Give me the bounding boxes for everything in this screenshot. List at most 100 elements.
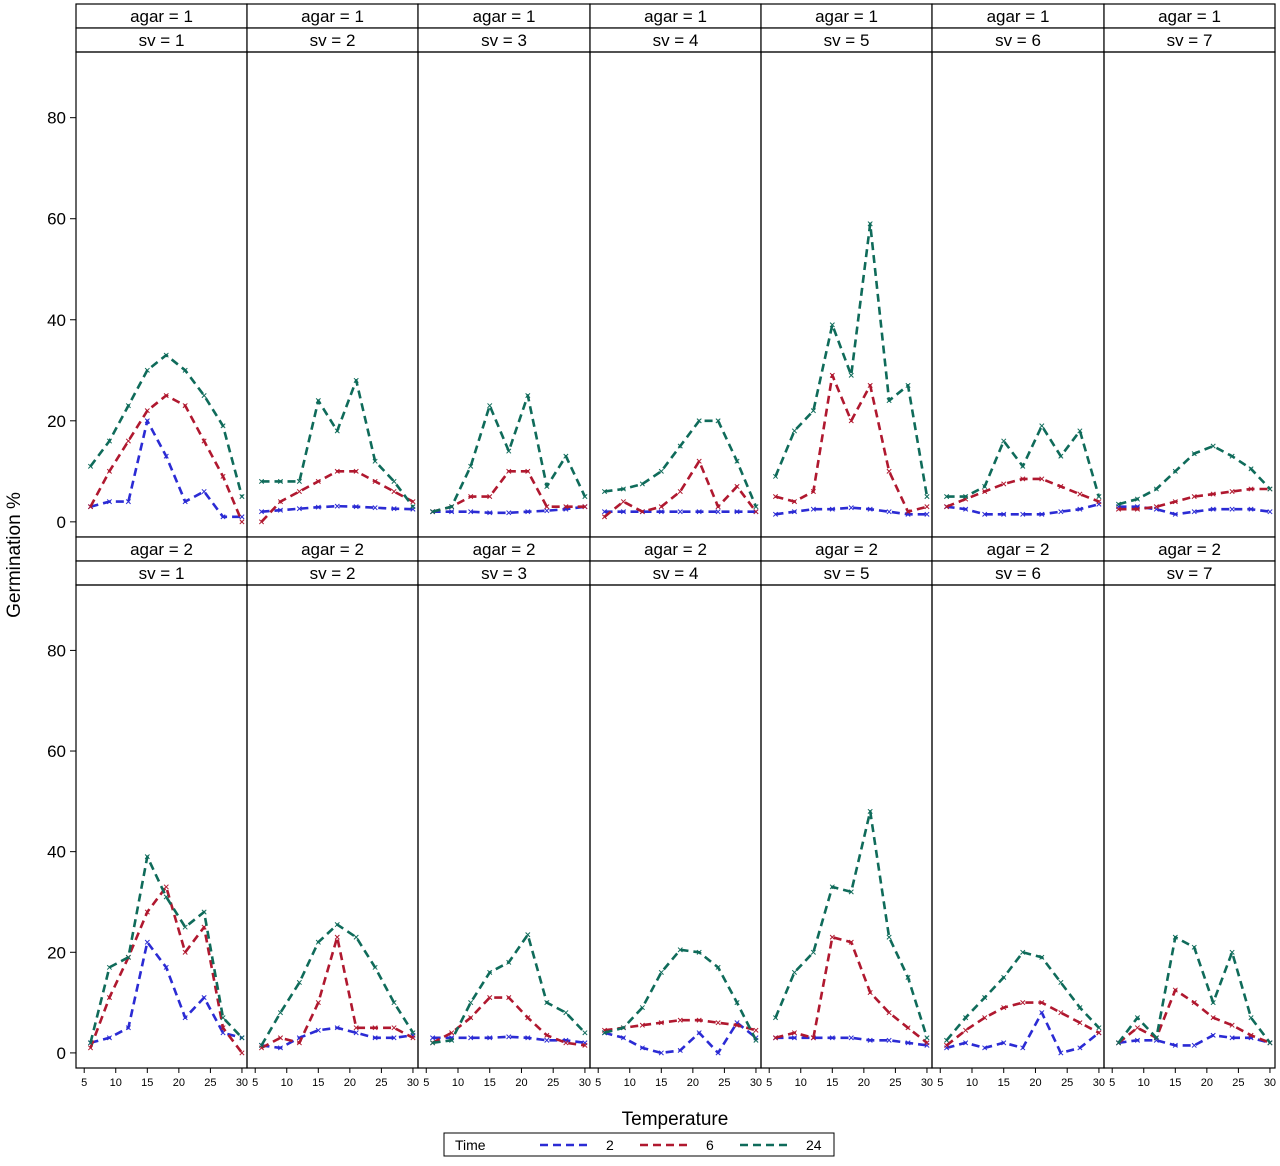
series-line-time-24 (774, 810, 929, 1039)
strip-agar-cell (760, 3, 933, 29)
data-point-time-2 (715, 1050, 721, 1056)
x-tick-label: 5 (937, 1077, 943, 1089)
data-point-time-2 (620, 1035, 626, 1041)
data-point-time-24 (1134, 496, 1140, 502)
data-point-time-24 (201, 392, 207, 399)
strip-agar-cell (589, 3, 762, 29)
x-tick-label: 30 (579, 1077, 591, 1089)
data-point-time-24 (334, 428, 340, 434)
data-point-time-2 (696, 1030, 702, 1036)
data-point-time-24 (944, 494, 950, 500)
y-tick-label: 40 (47, 311, 66, 330)
data-point-time-2 (106, 1035, 112, 1041)
strip-agar-cell (246, 3, 419, 29)
x-tick-label: 15 (141, 1077, 153, 1089)
series-line-time-6 (946, 477, 1100, 508)
x-tick-label: 5 (595, 1077, 601, 1089)
plot-frame (760, 51, 933, 538)
data-point-time-6 (772, 1035, 779, 1041)
strip-agar-cell (760, 536, 933, 562)
data-point-time-6 (601, 514, 608, 520)
data-point-time-6 (296, 1040, 302, 1046)
facet-panel: agar = 1 sv = 5 (760, 3, 933, 538)
data-point-time-24 (696, 418, 702, 424)
data-point-time-2 (315, 1027, 321, 1033)
data-point-time-2 (315, 504, 321, 510)
data-point-time-2 (677, 1047, 683, 1053)
data-point-time-24 (1115, 501, 1122, 507)
data-point-time-6 (905, 1025, 911, 1031)
data-point-time-24 (449, 504, 455, 510)
data-point-time-6 (867, 989, 873, 996)
data-point-time-6 (525, 1015, 531, 1021)
data-point-time-6 (924, 1040, 930, 1046)
data-point-time-6 (372, 478, 378, 484)
data-point-time-24 (982, 995, 988, 1001)
data-point-time-6 (163, 392, 169, 399)
data-point-time-6 (867, 382, 873, 388)
data-point-time-6 (620, 499, 626, 505)
data-point-time-2 (620, 509, 626, 515)
data-point-time-24 (791, 969, 797, 975)
strip-sv-label: sv = 6 (995, 564, 1041, 583)
data-point-time-24 (658, 969, 664, 975)
data-point-time-6 (639, 509, 645, 515)
data-point-time-24 (449, 1037, 455, 1043)
data-point-time-24 (1229, 453, 1235, 459)
strip-agar-cell (417, 3, 591, 29)
data-point-time-24 (582, 1030, 588, 1036)
data-point-time-24 (1229, 949, 1235, 955)
facet-panel: agar = 2 sv = 5 5 10 15 20 25 30 (760, 536, 933, 1089)
data-point-time-2 (144, 939, 150, 945)
strip-sv-label: sv = 5 (824, 564, 870, 583)
series-line-time-6 (260, 935, 414, 1050)
strip-agar-label: agar = 1 (473, 7, 536, 26)
strip-sv-label: sv = 7 (1167, 31, 1213, 50)
data-point-time-6 (1001, 1005, 1007, 1011)
data-point-time-24 (982, 483, 988, 490)
data-point-time-6 (87, 1045, 94, 1051)
data-point-time-2 (905, 1040, 911, 1046)
data-point-time-6 (639, 1022, 645, 1028)
data-point-time-6 (753, 509, 759, 515)
data-point-time-6 (106, 995, 112, 1001)
data-point-time-6 (829, 372, 835, 378)
strip-sv-label: sv = 1 (139, 564, 185, 583)
data-point-time-6 (353, 1025, 359, 1031)
x-tick-label: 10 (452, 1077, 464, 1089)
data-point-time-2 (220, 514, 226, 520)
data-point-time-2 (182, 1015, 188, 1021)
data-point-time-6 (315, 1000, 321, 1006)
data-point-time-6 (449, 1030, 455, 1036)
x-tick-label: 10 (1138, 1077, 1150, 1089)
data-point-time-6 (810, 488, 816, 495)
data-point-time-24 (734, 458, 740, 464)
data-point-time-2 (1020, 1045, 1026, 1051)
data-point-time-2 (963, 1040, 969, 1046)
data-point-time-2 (1191, 1042, 1197, 1048)
data-point-time-24 (372, 458, 378, 464)
data-point-time-2 (144, 418, 150, 424)
x-tick-label: 5 (423, 1077, 429, 1089)
x-tick-label: 25 (204, 1077, 216, 1089)
data-point-time-24 (601, 1030, 608, 1036)
data-point-time-24 (905, 974, 911, 980)
data-point-time-2 (791, 1035, 797, 1041)
data-point-time-24 (1267, 486, 1273, 492)
series-line-time-24 (1117, 935, 1272, 1044)
x-tick-label: 25 (1232, 1077, 1244, 1089)
data-point-time-2 (258, 509, 265, 515)
data-point-time-2 (1039, 511, 1045, 517)
data-point-time-2 (125, 1025, 131, 1031)
data-point-time-6 (1210, 1015, 1216, 1021)
data-point-time-2 (848, 1035, 854, 1041)
data-point-time-6 (1191, 494, 1197, 500)
data-point-time-24 (867, 221, 873, 227)
data-point-time-24 (163, 894, 169, 900)
data-point-time-24 (810, 408, 816, 414)
series-line-time-6 (945, 1001, 1100, 1047)
plot-frame (1103, 584, 1276, 1069)
series-line-time-24 (89, 353, 244, 497)
data-point-time-24 (506, 448, 512, 454)
data-point-time-6 (924, 504, 930, 510)
